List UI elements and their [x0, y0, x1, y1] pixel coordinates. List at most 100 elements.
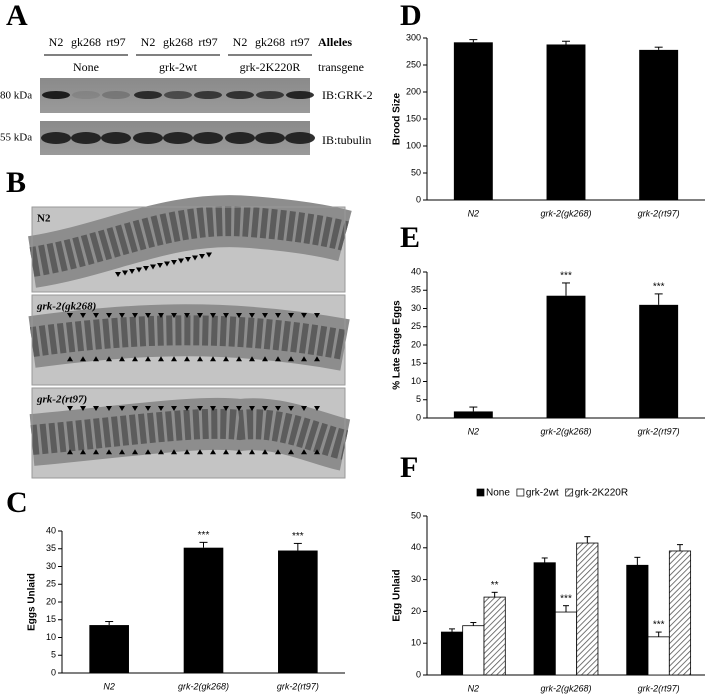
arrowhead — [80, 406, 86, 411]
arrowhead — [262, 356, 268, 362]
y-tick-label: 5 — [416, 394, 421, 404]
significance: *** — [560, 593, 572, 604]
blot-band — [133, 132, 163, 144]
error-bar — [293, 542, 302, 551]
arrowhead — [197, 406, 203, 411]
y-axis-label: Egg Unlaid — [392, 569, 403, 621]
y-tick-label: 15 — [411, 358, 421, 368]
error-bar — [470, 622, 477, 626]
y-tick-label: 20 — [411, 606, 421, 616]
panel-label: E — [400, 221, 420, 254]
significance: *** — [292, 531, 304, 542]
arrowhead — [223, 313, 229, 318]
arrowhead — [249, 356, 255, 362]
y-tick-label: 5 — [51, 650, 56, 660]
arrowhead — [236, 313, 242, 318]
arrowhead — [132, 449, 138, 455]
arrowhead — [301, 313, 307, 318]
arrowhead — [275, 356, 281, 362]
blot-band — [71, 132, 101, 144]
blot-band — [72, 91, 100, 99]
bar — [278, 550, 318, 673]
allele-label: rt97 — [198, 35, 217, 49]
y-tick-label: 10 — [411, 638, 421, 648]
error-bar — [449, 628, 456, 633]
bar — [647, 636, 670, 676]
legend-label: None — [486, 488, 510, 499]
allele-label: rt97 — [290, 35, 309, 49]
worm-gut — [30, 408, 349, 460]
legend-label: grk-2K220R — [575, 488, 628, 499]
allele-label: N2 — [49, 35, 64, 49]
arrowhead — [93, 449, 99, 455]
bar — [440, 631, 464, 676]
legend-swatch — [516, 488, 525, 497]
arrowhead — [80, 313, 86, 318]
bar — [554, 611, 578, 676]
arrowhead — [223, 356, 229, 362]
kda-marker: 80 kDa — [0, 90, 32, 102]
y-tick-label: 100 — [406, 140, 421, 150]
error-bar — [469, 406, 478, 412]
bar — [576, 542, 599, 676]
blot-band — [41, 132, 71, 144]
arrowhead — [171, 406, 177, 411]
panel-label: B — [6, 166, 26, 199]
arrowhead — [106, 406, 112, 411]
blot-band — [194, 91, 222, 99]
blot-band — [163, 132, 193, 144]
x-tick-label: grk-2(rt97) — [638, 683, 680, 693]
arrowhead — [197, 356, 203, 362]
y-axis-label: % Late Stage Eggs — [392, 300, 403, 390]
micrograph-label: N2 — [37, 213, 51, 225]
y-tick-label: 0 — [51, 667, 56, 677]
micrograph-frame — [31, 294, 346, 386]
error-bar — [563, 605, 569, 613]
y-axis-label: Eggs Unlaid — [27, 573, 38, 631]
error-bar — [562, 282, 570, 296]
micrograph-frame — [31, 387, 346, 479]
arrowhead — [184, 406, 190, 411]
error-bar — [654, 293, 663, 305]
micrograph-label: grk-2(rt97) — [36, 394, 87, 406]
arrowhead — [210, 449, 216, 455]
arrowhead — [288, 356, 294, 362]
bar — [546, 44, 586, 201]
error-bar — [676, 544, 683, 551]
allele-label: N2 — [233, 35, 248, 49]
arrowhead — [80, 356, 86, 362]
blot-band — [101, 132, 131, 144]
arrowhead — [210, 406, 216, 411]
x-tick-label: N2 — [468, 426, 480, 436]
alleles-title: Alleles — [318, 35, 352, 49]
blot-band — [225, 132, 255, 144]
y-tick-label: 25 — [46, 579, 56, 589]
x-tick-label: grk-2(gk268) — [540, 208, 591, 218]
y-tick-label: 35 — [411, 285, 421, 295]
allele-label: rt97 — [106, 35, 125, 49]
y-tick-label: 50 — [411, 167, 421, 177]
arrowhead — [236, 356, 242, 362]
panel-label: F — [400, 451, 418, 484]
arrowhead — [288, 313, 294, 318]
antibody-label: IB:tubulin — [322, 133, 371, 147]
arrowhead — [145, 313, 151, 318]
kda-marker: 55 kDa — [0, 132, 32, 144]
y-tick-label: 50 — [411, 510, 421, 520]
group-label: None — [73, 60, 99, 74]
bar — [626, 564, 649, 676]
arrowhead — [301, 449, 307, 455]
error-bar — [562, 40, 570, 45]
blot-band — [226, 91, 254, 99]
arrowhead — [171, 260, 177, 265]
arrowhead — [249, 406, 255, 411]
blot-band — [42, 91, 70, 99]
bar — [462, 625, 485, 676]
bar — [483, 596, 506, 676]
y-tick-label: 10 — [46, 632, 56, 642]
arrowhead — [249, 449, 255, 455]
error-bar — [469, 39, 478, 43]
arrowhead — [275, 313, 281, 318]
error-bar — [199, 541, 208, 548]
legend-swatch — [476, 488, 485, 497]
